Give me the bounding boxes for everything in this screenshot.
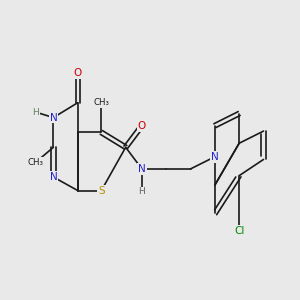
Text: N: N <box>50 172 57 182</box>
Text: N: N <box>138 164 146 174</box>
Text: O: O <box>138 121 146 131</box>
Text: O: O <box>74 68 82 78</box>
Text: N: N <box>50 112 57 123</box>
Text: N: N <box>211 152 219 162</box>
Text: CH₃: CH₃ <box>28 158 44 167</box>
Text: CH₃: CH₃ <box>93 98 110 107</box>
Text: H: H <box>139 188 145 196</box>
Text: S: S <box>98 185 105 196</box>
Text: H: H <box>32 108 39 117</box>
Text: Cl: Cl <box>234 226 244 236</box>
